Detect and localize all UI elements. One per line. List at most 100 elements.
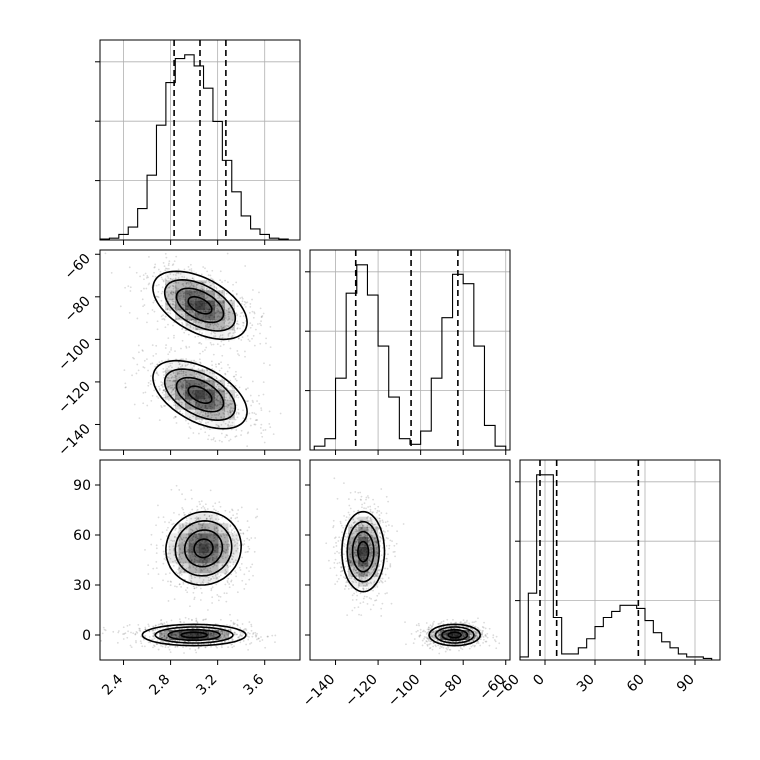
sample-point — [232, 332, 235, 334]
sample-point — [184, 589, 187, 592]
sample-point — [135, 271, 138, 274]
sample-point — [377, 505, 380, 508]
sample-point — [191, 643, 194, 646]
sample-point — [157, 290, 160, 293]
sample-point — [174, 415, 177, 418]
sample-point — [228, 403, 231, 406]
sample-point — [168, 642, 171, 644]
sample-point — [200, 287, 203, 290]
sample-point — [179, 548, 182, 551]
sample-point — [230, 573, 233, 576]
sample-point — [163, 630, 166, 633]
sample-point — [437, 635, 440, 638]
sample-point — [210, 388, 213, 391]
sample-point — [163, 405, 165, 407]
sample-point — [183, 570, 186, 573]
panel-content — [325, 477, 501, 655]
sample-point — [358, 534, 361, 537]
sample-point — [365, 529, 368, 531]
sample-point — [476, 626, 479, 629]
sample-point — [195, 519, 198, 522]
sample-point — [203, 563, 206, 566]
sample-point — [215, 377, 218, 380]
sample-point — [380, 615, 383, 617]
sample-point — [181, 523, 184, 526]
sample-point — [258, 291, 260, 294]
sample-point — [231, 424, 234, 427]
sample-point — [245, 420, 248, 423]
sample-point — [216, 307, 219, 310]
sample-point — [172, 560, 174, 563]
sample-point — [387, 553, 389, 556]
sample-point — [160, 632, 163, 635]
sample-point — [186, 323, 188, 326]
sample-point — [203, 627, 205, 630]
sample-point — [333, 562, 336, 564]
sample-point — [162, 314, 164, 317]
sample-point — [216, 646, 218, 649]
sample-point — [367, 496, 370, 499]
sample-point — [175, 309, 178, 312]
sample-point — [340, 566, 343, 569]
sample-point — [182, 551, 185, 553]
sample-point — [231, 538, 234, 540]
sample-point — [171, 293, 174, 296]
sample-point — [178, 628, 181, 630]
sample-point — [152, 629, 155, 632]
sample-point — [346, 614, 349, 617]
sample-point — [205, 383, 208, 386]
density-cell — [175, 270, 185, 281]
sample-point — [186, 281, 188, 284]
sample-point — [178, 558, 181, 561]
sample-point — [180, 537, 182, 539]
sample-point — [226, 564, 229, 567]
sample-point — [170, 348, 172, 351]
sample-point — [219, 401, 222, 404]
sample-point — [227, 308, 230, 311]
sample-point — [352, 568, 355, 571]
sample-point — [464, 642, 466, 645]
sample-point — [163, 632, 165, 635]
sample-point — [349, 560, 352, 563]
sample-point — [227, 543, 230, 546]
sample-point — [249, 566, 252, 568]
sample-point — [372, 589, 374, 592]
sample-point — [358, 574, 361, 576]
sample-point — [482, 642, 485, 644]
sample-point — [227, 413, 230, 415]
sample-point — [439, 622, 442, 625]
sample-point — [226, 624, 228, 626]
sample-point — [243, 300, 246, 303]
sample-point — [361, 572, 364, 575]
sample-point — [168, 262, 170, 265]
sample-point — [359, 592, 362, 595]
sample-point — [208, 325, 211, 328]
sample-point — [361, 525, 364, 527]
sample-point — [218, 387, 221, 390]
sample-point — [217, 315, 220, 317]
sample-point — [356, 561, 359, 563]
sample-point — [188, 416, 191, 419]
sample-point — [147, 573, 150, 575]
sample-point — [222, 302, 225, 305]
sample-point — [215, 413, 218, 416]
sample-point — [172, 285, 175, 287]
sample-point — [197, 523, 200, 525]
sample-point — [222, 390, 225, 393]
y-tick-label: 90 — [73, 478, 91, 494]
sample-point — [172, 548, 175, 551]
sample-point — [242, 640, 245, 642]
sample-point — [241, 300, 244, 303]
sample-point — [255, 413, 257, 416]
sample-point — [173, 260, 176, 263]
sample-point — [143, 359, 146, 362]
sample-point — [245, 388, 247, 391]
sample-point — [183, 391, 185, 394]
sample-point — [167, 386, 170, 388]
sample-point — [216, 343, 219, 346]
sample-point — [385, 537, 388, 539]
sample-point — [393, 544, 396, 547]
sample-point — [375, 540, 378, 543]
sample-point — [169, 285, 172, 288]
sample-point — [211, 586, 214, 589]
